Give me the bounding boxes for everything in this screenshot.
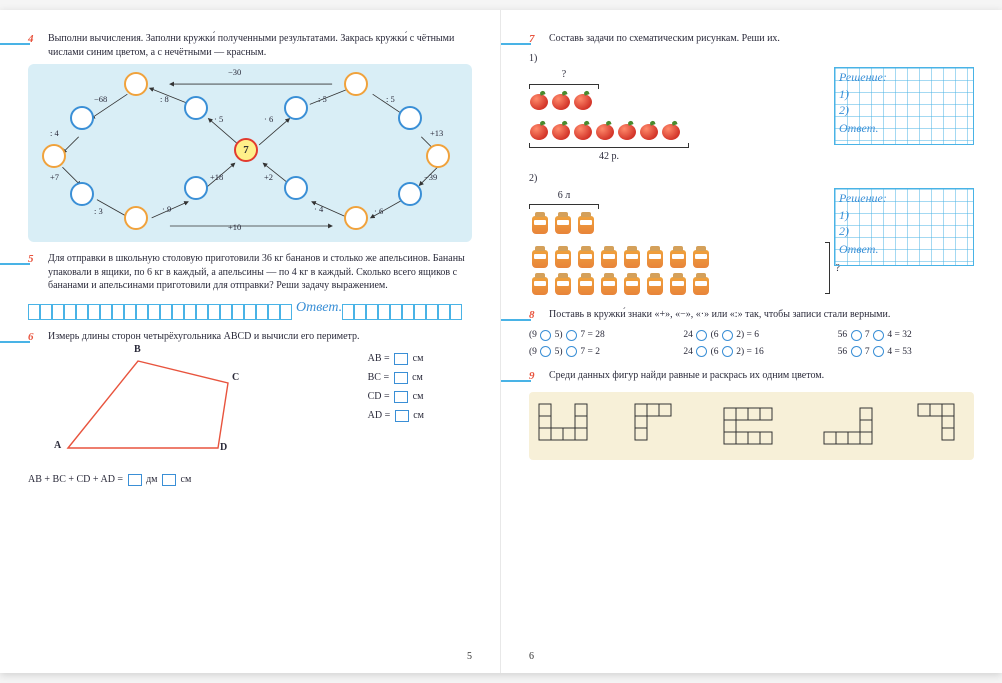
ex9-shapes bbox=[529, 392, 974, 460]
operator-circle[interactable] bbox=[722, 346, 733, 357]
equation: (9 5) 7 = 2 bbox=[529, 346, 665, 359]
ex7-text: Составь задачи по схематическим рисункам… bbox=[549, 32, 974, 46]
exercise-5: 5 Для отправки в школьную столовую приго… bbox=[28, 252, 472, 320]
jar-icon bbox=[553, 211, 573, 235]
apple-icon bbox=[529, 121, 549, 141]
ex7-jars: 6 л ? Решение: 1) 2) Ответ. bbox=[529, 188, 974, 299]
operator-circle[interactable] bbox=[873, 330, 884, 341]
ex5-text: Для отправки в школьную столовую пригото… bbox=[48, 252, 472, 293]
apple-icon bbox=[551, 91, 571, 111]
jar-icon bbox=[576, 272, 596, 296]
ex4-text: Выполни вычисления. Заполни кружки́ полу… bbox=[48, 32, 472, 59]
apple-icon bbox=[617, 121, 637, 141]
equation: 24 (6 2) = 6 bbox=[683, 329, 819, 342]
shape-2 bbox=[633, 402, 683, 450]
jar-icon bbox=[599, 245, 619, 269]
jar-icon bbox=[576, 245, 596, 269]
page-number-left: 5 bbox=[467, 650, 472, 664]
page-number-right: 6 bbox=[529, 650, 534, 664]
shape-3 bbox=[722, 406, 784, 446]
apple-icon bbox=[529, 91, 549, 111]
shape-1 bbox=[537, 402, 595, 450]
operator-circle[interactable] bbox=[873, 346, 884, 357]
ex6-text: Измерь длины сторон четырёхугольника ABC… bbox=[48, 330, 472, 344]
answer-label: Ответ. bbox=[296, 299, 342, 318]
operator-circle[interactable] bbox=[540, 330, 551, 341]
rule-icon bbox=[0, 263, 30, 265]
solution-grid-2: Решение: 1) 2) Ответ. bbox=[834, 188, 974, 299]
operator-circle[interactable] bbox=[566, 330, 577, 341]
jar-icon bbox=[691, 272, 711, 296]
equation: 56 7 4 = 53 bbox=[838, 346, 974, 359]
ex7-sub2: 2) bbox=[529, 172, 974, 186]
apple-icon bbox=[573, 121, 593, 141]
answer-strip: Ответ. bbox=[28, 298, 472, 320]
page-left: 4 Выполни вычисления. Заполни кружки́ по… bbox=[0, 10, 501, 673]
rule-icon bbox=[0, 43, 30, 45]
equation: 24 (6 2) = 16 bbox=[683, 346, 819, 359]
jar-icon bbox=[599, 272, 619, 296]
operator-circle[interactable] bbox=[566, 346, 577, 357]
equation: (9 5) 7 = 28 bbox=[529, 329, 665, 342]
ex7-sub1: 1) bbox=[529, 52, 974, 66]
rule-icon bbox=[0, 341, 30, 343]
rule-icon bbox=[501, 319, 531, 321]
center-node: 7 bbox=[234, 138, 258, 162]
operator-circle[interactable] bbox=[540, 346, 551, 357]
exercise-9: 9 Среди данных фигур найди равные и раск… bbox=[529, 369, 974, 460]
shape-4 bbox=[822, 406, 878, 446]
jar-icon bbox=[576, 211, 596, 235]
rule-icon bbox=[501, 380, 531, 382]
jar-icon bbox=[668, 245, 688, 269]
shape-5 bbox=[916, 402, 966, 450]
ex8-text: Поставь в кружки́ знаки «+», «−», «·» ил… bbox=[549, 308, 974, 322]
jar-icon bbox=[553, 245, 573, 269]
operator-circle[interactable] bbox=[851, 346, 862, 357]
jar-icon bbox=[530, 211, 550, 235]
jar-icon bbox=[530, 245, 550, 269]
jar-icon bbox=[622, 245, 642, 269]
equation: 56 7 4 = 32 bbox=[838, 329, 974, 342]
operator-circle[interactable] bbox=[722, 330, 733, 341]
jar-icon bbox=[530, 272, 550, 296]
ex4-diagram: 7 · 5 −68 : 4 +7 : 3 · 9 +18 : 8 · 6 : 5… bbox=[28, 64, 472, 242]
ex8-equations: (9 5) 7 = 28 24 (6 2) = 6 56 7 4 = 32 (9 5)… bbox=[529, 329, 974, 359]
exercise-7: 7 Составь задачи по схематическим рисунк… bbox=[529, 32, 974, 298]
perimeter-line: AB + BC + CD + AD = дм см bbox=[28, 473, 472, 487]
exercise-6: 6 Измерь длины сторон четырёхугольника A… bbox=[28, 330, 472, 487]
quadrilateral bbox=[48, 353, 278, 463]
exercise-8: 8 Поставь в кружки́ знаки «+», «−», «·» … bbox=[529, 308, 974, 358]
solution-grid-1: Решение: 1) 2) Ответ. bbox=[834, 67, 974, 164]
exercise-4: 4 Выполни вычисления. Заполни кружки́ по… bbox=[28, 32, 472, 242]
operator-circle[interactable] bbox=[696, 330, 707, 341]
jar-icon bbox=[645, 272, 665, 296]
apple-icon bbox=[551, 121, 571, 141]
page-spread: 4 Выполни вычисления. Заполни кружки́ по… bbox=[0, 10, 1002, 673]
apple-icon bbox=[573, 91, 593, 111]
apple-icon bbox=[595, 121, 615, 141]
apple-icon bbox=[639, 121, 659, 141]
jar-icon bbox=[645, 245, 665, 269]
operator-circle[interactable] bbox=[851, 330, 862, 341]
jar-icon bbox=[668, 272, 688, 296]
jar-icon bbox=[622, 272, 642, 296]
ex6-figure: A B C D AB = см BC = см CD = см AD = см bbox=[48, 349, 472, 469]
apple-icon bbox=[661, 121, 681, 141]
jar-icon bbox=[691, 245, 711, 269]
jar-icon bbox=[553, 272, 573, 296]
side-measurements: AB = см BC = см CD = см AD = см bbox=[368, 349, 424, 425]
operator-circle[interactable] bbox=[696, 346, 707, 357]
page-right: 7 Составь задачи по схематическим рисунк… bbox=[501, 10, 1002, 673]
rule-icon bbox=[501, 43, 531, 45]
ex9-text: Среди данных фигур найди равные и раскра… bbox=[549, 369, 974, 383]
ex7-apples: ? 42 р. Решение: 1) 2) Ответ. bbox=[529, 67, 974, 164]
